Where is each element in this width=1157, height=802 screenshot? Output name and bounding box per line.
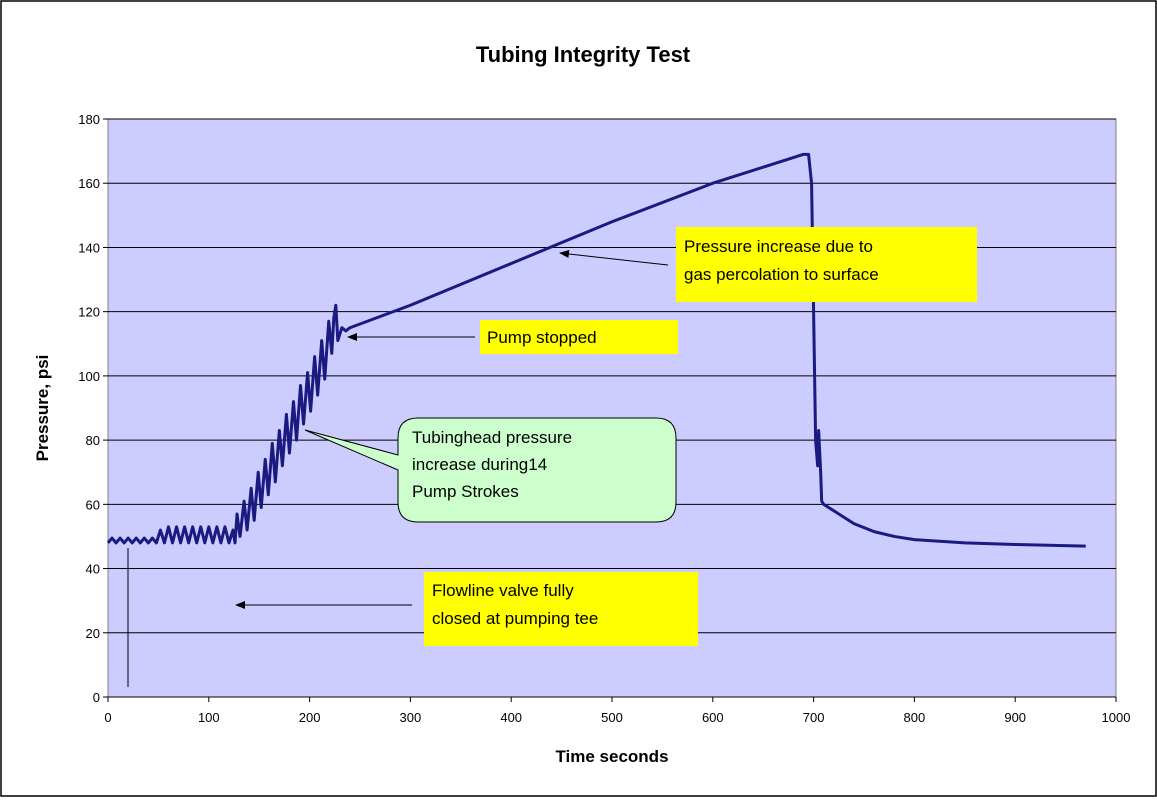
annotation-box (480, 320, 678, 354)
y-tick-label: 180 (78, 112, 100, 127)
annotation-text: Pump Strokes (412, 482, 519, 501)
annotation-text: Tubinghead pressure (412, 428, 572, 447)
x-tick-label: 600 (702, 710, 724, 725)
y-tick-label: 160 (78, 176, 100, 191)
y-tick-label: 60 (86, 497, 100, 512)
y-tick-label: 40 (86, 562, 100, 577)
x-tick-label: 400 (500, 710, 522, 725)
annotation-box (676, 227, 977, 302)
x-tick-label: 300 (400, 710, 422, 725)
callout-box (304, 417, 677, 523)
y-tick-label: 100 (78, 369, 100, 384)
y-tick-label: 0 (93, 690, 100, 705)
x-tick-label: 900 (1004, 710, 1026, 725)
annotation-text: Pressure increase due to (684, 237, 873, 256)
x-tick-label: 700 (803, 710, 825, 725)
annotation: Tubinghead pressure increase during14 Pu… (304, 417, 677, 523)
y-tick-label: 140 (78, 240, 100, 255)
y-tick-label: 80 (86, 433, 100, 448)
annotation-arrow (559, 250, 669, 266)
annotation-text: Flowline valve fully (432, 581, 574, 600)
y-tick-label: 120 (78, 305, 100, 320)
x-tick-label: 1000 (1102, 710, 1131, 725)
y-tick-label: 20 (86, 626, 100, 641)
x-tick-label: 200 (299, 710, 321, 725)
y-axis-label: Pressure, psi (33, 355, 52, 462)
chart-title: Tubing Integrity Test (476, 42, 691, 67)
x-tick-label: 100 (198, 710, 220, 725)
data-line (106, 152, 1086, 548)
x-tick-label: 800 (904, 710, 926, 725)
annotation-text: closed at pumping tee (432, 609, 598, 628)
annotation-box (424, 572, 698, 646)
annotation: Pressure increase due to gas percolation… (559, 227, 977, 302)
annotation: Pump stopped (347, 320, 678, 354)
x-tick-label: 500 (601, 710, 623, 725)
x-axis-label: Time seconds (555, 747, 668, 766)
annotation-text: gas percolation to surface (684, 265, 879, 284)
x-tick-label: 0 (104, 710, 111, 725)
annotation: Flowline valve fully closed at pumping t… (235, 572, 698, 646)
annotation-text: Pump stopped (487, 328, 597, 347)
annotation-text: increase during14 (412, 455, 547, 474)
